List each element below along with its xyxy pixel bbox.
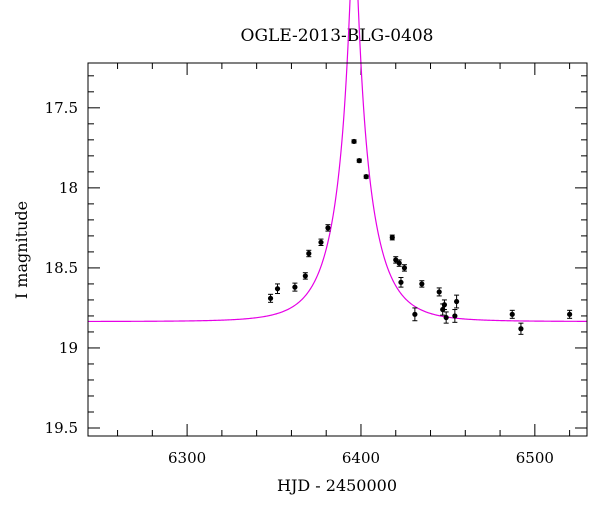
data-point <box>389 234 395 241</box>
data-point <box>318 238 324 246</box>
data-point <box>356 158 362 164</box>
point-marker <box>274 286 281 292</box>
data-point <box>436 287 442 297</box>
data-point <box>306 249 312 258</box>
point-marker <box>412 311 418 317</box>
point-marker <box>302 273 308 279</box>
data-point <box>396 259 402 267</box>
plot-frame <box>87 62 588 437</box>
data-point <box>441 299 448 311</box>
y-axis-label: I magnitude <box>12 201 31 299</box>
point-marker <box>452 313 458 319</box>
data-point <box>419 280 425 288</box>
y-tick-label: 17.5 <box>45 99 78 117</box>
y-tick-labels: 17.5 18 18.5 19 19.5 <box>45 99 78 437</box>
x-tick-label: 6500 <box>516 449 554 467</box>
axis-ticks <box>88 63 587 436</box>
data-point <box>509 309 515 319</box>
data-point <box>443 311 449 324</box>
y-tick-label: 19 <box>59 339 78 357</box>
point-marker <box>453 298 460 305</box>
point-marker <box>325 225 331 231</box>
model-curve-layer <box>87 0 588 323</box>
x-tick-label: 6300 <box>168 449 206 467</box>
model-curve <box>87 0 588 323</box>
data-point <box>363 174 369 180</box>
data-point <box>452 309 458 323</box>
point-marker <box>419 281 425 287</box>
data-point <box>412 307 418 322</box>
data-point <box>453 294 460 309</box>
data-point <box>401 264 408 272</box>
point-marker <box>356 158 362 164</box>
point-marker <box>351 138 357 145</box>
point-marker <box>389 234 395 241</box>
data-point <box>325 224 331 232</box>
data-point <box>518 322 524 335</box>
data-point <box>351 138 357 145</box>
data-point <box>267 293 274 303</box>
point-marker <box>393 257 399 263</box>
point-marker <box>292 284 298 290</box>
y-tick-label: 19.5 <box>45 419 78 437</box>
data-point <box>398 277 404 288</box>
data-point <box>274 283 281 295</box>
chart-title: OGLE-2013-BLG-0408 <box>241 26 434 46</box>
point-marker <box>436 289 442 295</box>
point-marker <box>509 311 515 317</box>
point-marker <box>401 265 408 271</box>
data-point <box>567 309 573 319</box>
y-tick-label: 18 <box>59 179 78 197</box>
point-marker <box>267 295 274 301</box>
data-point <box>393 256 399 264</box>
x-tick-labels: 6300 6400 6500 <box>168 449 554 467</box>
x-axis-label: HJD - 2450000 <box>277 476 397 495</box>
point-marker <box>363 174 369 180</box>
point-marker <box>518 326 524 332</box>
data-point <box>292 282 298 292</box>
point-marker <box>441 302 448 308</box>
point-marker <box>396 260 402 266</box>
point-marker <box>567 311 573 317</box>
data-point <box>302 272 308 280</box>
point-marker <box>318 239 324 245</box>
point-marker <box>306 250 312 257</box>
x-tick-label: 6400 <box>342 449 380 467</box>
y-tick-label: 18.5 <box>45 259 78 277</box>
point-marker <box>398 279 404 285</box>
point-marker <box>443 314 449 321</box>
data-points-layer <box>267 138 573 335</box>
